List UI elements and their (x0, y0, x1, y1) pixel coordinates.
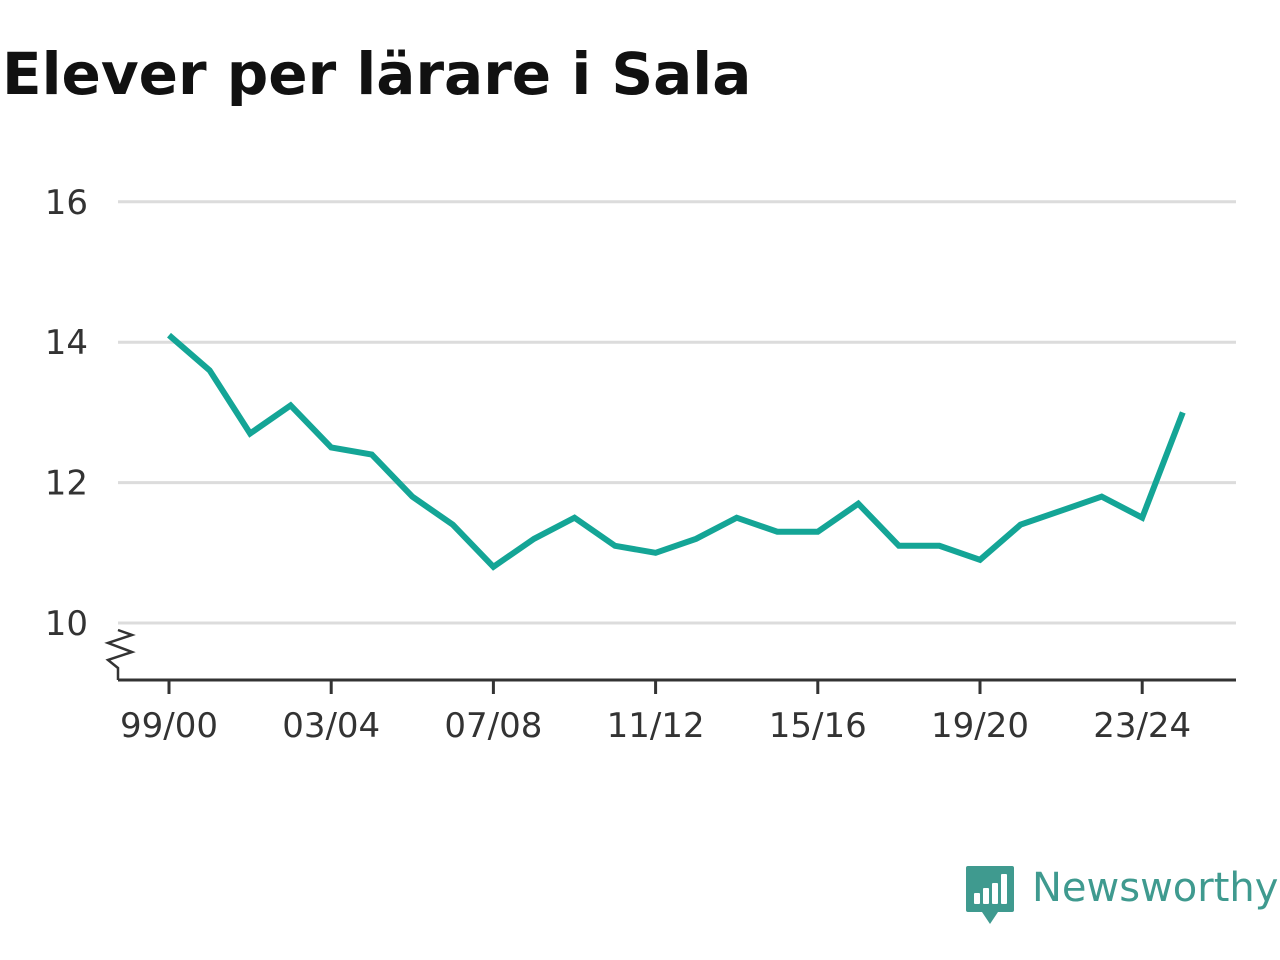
gridlines (118, 200, 1236, 625)
x-tick-label: 11/12 (607, 706, 705, 746)
series-layer (167, 332, 1186, 571)
series-line (167, 332, 1186, 571)
x-tick-label: 99/00 (120, 706, 218, 746)
y-tick-label: 12 (45, 464, 88, 504)
newsworthy-logo-icon (966, 866, 1014, 924)
x-tick-label: 23/24 (1093, 706, 1191, 746)
brand-logo: Newsworthy (966, 866, 1278, 926)
x-tick-label: 07/08 (444, 706, 542, 746)
y-tick-label: 14 (45, 323, 88, 363)
y-tick-label: 16 (45, 183, 88, 223)
x-axis (104, 628, 1236, 694)
axis-break-icon (104, 628, 136, 680)
x-tick-label: 19/20 (931, 706, 1029, 746)
y-axis-labels: 10 12 14 16 (45, 183, 88, 644)
x-tick-label: 03/04 (282, 706, 380, 746)
chart-title: Elever per lärare i Sala (2, 40, 752, 108)
y-tick-label: 10 (45, 604, 88, 644)
x-tick-label: 15/16 (769, 706, 867, 746)
x-axis-labels: 99/00 03/04 07/08 11/12 15/16 19/20 23/24 (120, 706, 1191, 746)
brand-name: Newsworthy (1032, 865, 1279, 911)
